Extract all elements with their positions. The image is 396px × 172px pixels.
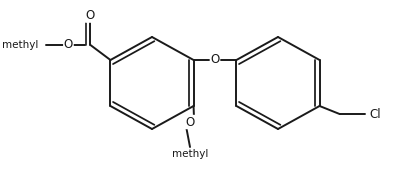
- Text: O: O: [64, 39, 73, 51]
- Text: O: O: [86, 9, 95, 22]
- Text: O: O: [185, 116, 194, 128]
- Text: O: O: [210, 53, 220, 67]
- Text: Cl: Cl: [369, 108, 381, 121]
- Text: methyl: methyl: [172, 149, 208, 159]
- Text: methyl: methyl: [2, 40, 38, 50]
